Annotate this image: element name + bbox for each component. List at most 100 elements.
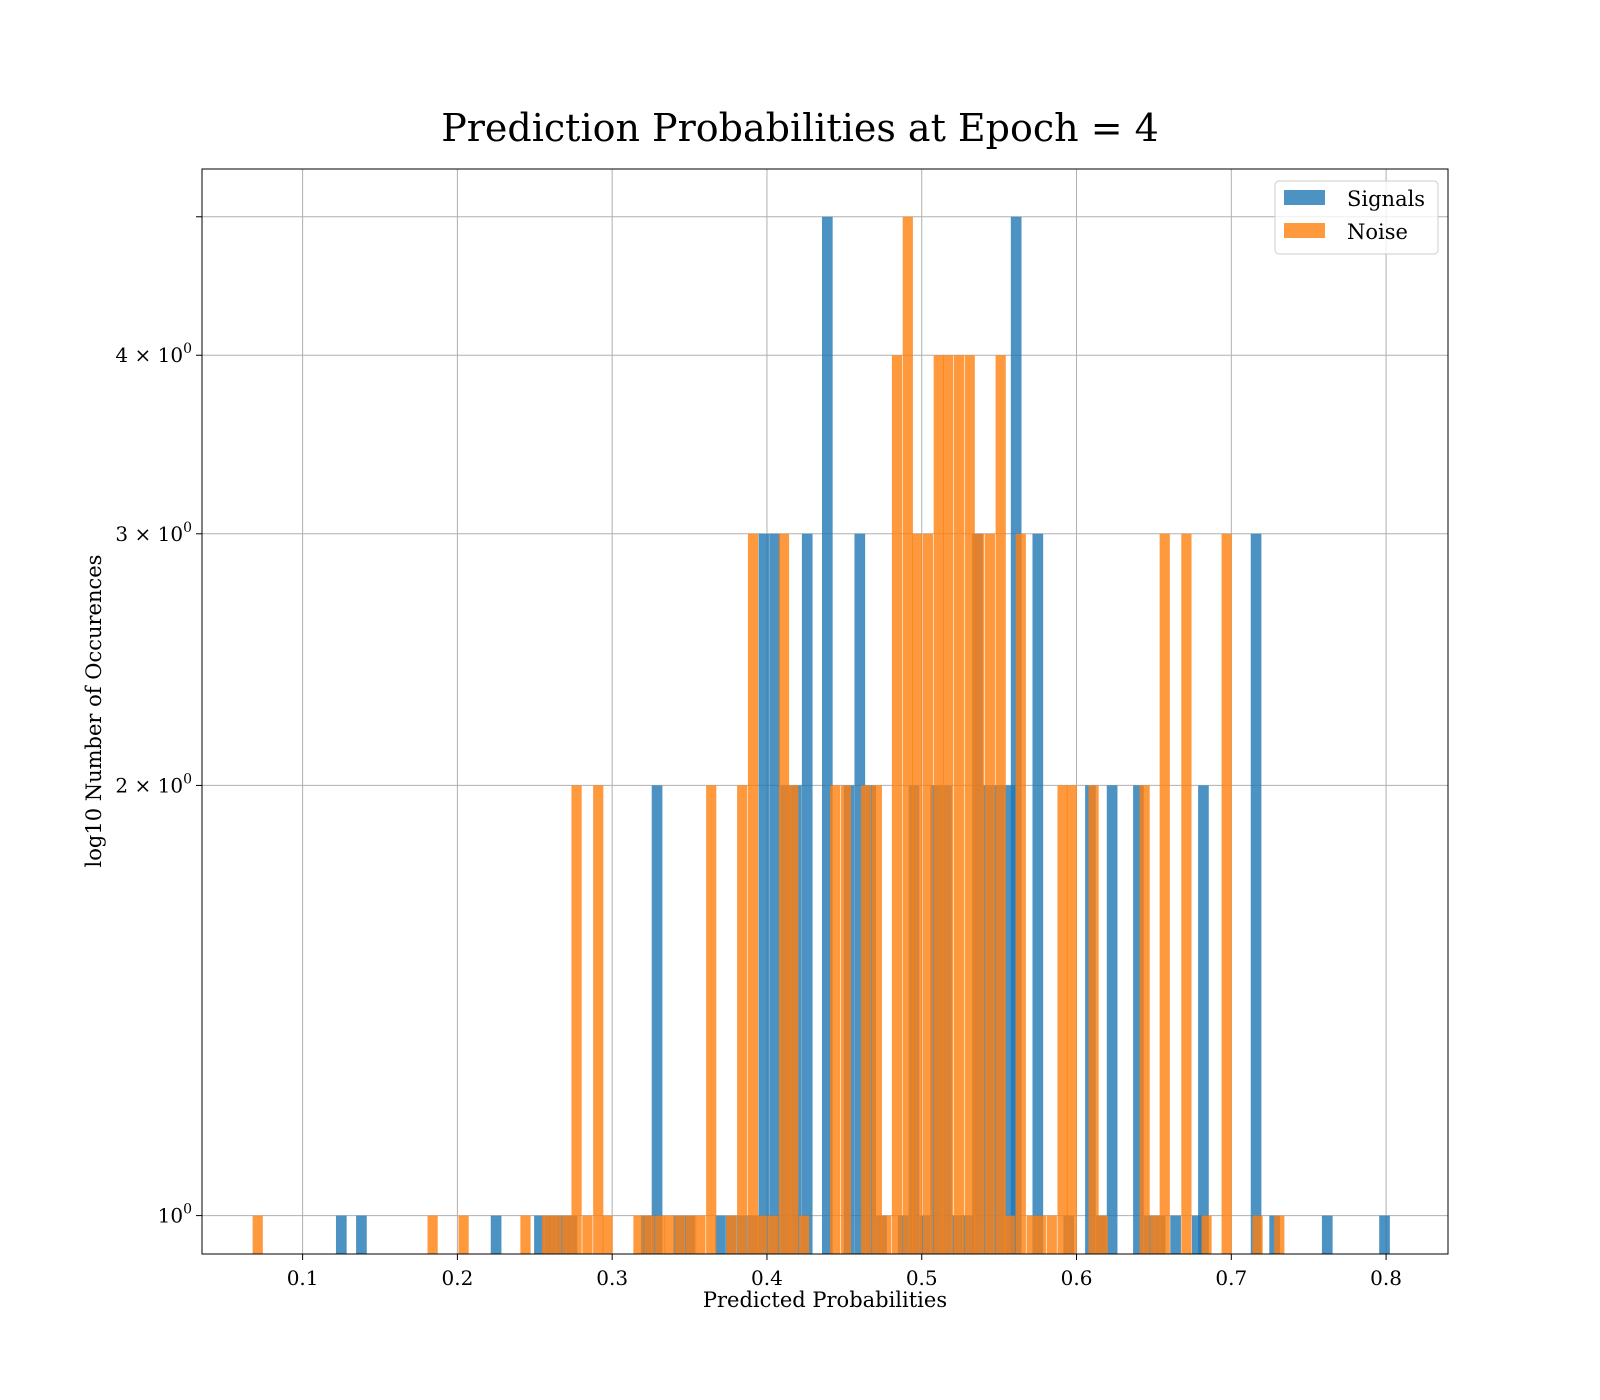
x-axis-label: Predicted Probabilities (703, 1288, 947, 1312)
legend-swatch-noise (1284, 223, 1325, 238)
bar-noise (1066, 785, 1077, 1254)
plot-frame (201, 168, 1449, 1255)
bar-noise (964, 355, 975, 1254)
bar-noise (551, 1215, 562, 1254)
bar-noise (1221, 533, 1232, 1254)
bar-noise (675, 1215, 686, 1254)
legend-label-noise: Noise (1347, 220, 1408, 244)
bar-noise (860, 785, 872, 1254)
bar-noise (891, 355, 903, 1254)
x-tick-label: 0.2 (441, 1266, 473, 1290)
bar-noise (1026, 1215, 1037, 1254)
bar-noise (768, 1215, 779, 1254)
bar-noise (1057, 785, 1068, 1254)
bar-signals (651, 785, 663, 1254)
bar-noise (562, 1215, 573, 1254)
bar-signals (1321, 1215, 1333, 1254)
bar-noise (1097, 1215, 1108, 1254)
bar-noise (571, 785, 582, 1254)
bar-noise (1159, 533, 1170, 1254)
bar-noise (686, 1215, 697, 1254)
bar-signals (1032, 533, 1044, 1254)
x-tick-label: 0.1 (287, 1266, 319, 1290)
bar-signals (758, 533, 770, 1254)
bar-signals (1250, 533, 1262, 1254)
y-tick-label: 100 (158, 1202, 192, 1228)
bar-noise (1252, 1215, 1263, 1254)
bar-noise (1150, 1215, 1161, 1254)
bar-signals (1106, 785, 1118, 1254)
bar-noise (902, 216, 913, 1254)
x-tick-label: 0.8 (1370, 1266, 1402, 1290)
bar-noise (922, 533, 934, 1254)
bar-noise (602, 1215, 613, 1254)
bar-noise (788, 785, 799, 1254)
y-tick-label: 2 × 100 (115, 771, 192, 797)
bar-signals (1170, 1215, 1181, 1254)
bar-signals (490, 1215, 502, 1254)
bar-noise (984, 533, 995, 1254)
bar-signals (534, 1215, 545, 1254)
bar-signals (769, 533, 781, 1254)
bar-noise (1139, 785, 1150, 1254)
bar-noise (871, 785, 882, 1254)
bar-noise (252, 1215, 263, 1254)
legend: Signals Noise (1274, 180, 1439, 255)
noise-series (252, 216, 1285, 1254)
bar-signals (801, 533, 813, 1254)
x-tick-label: 0.3 (596, 1266, 628, 1290)
bar-signals (1198, 785, 1209, 1254)
bar-signals (335, 1215, 347, 1254)
bar-noise (1201, 1215, 1212, 1254)
bar-noise (911, 533, 923, 1254)
bar-signals (1191, 1215, 1203, 1254)
bar-noise (953, 355, 964, 1254)
bar-noise (542, 1215, 553, 1254)
bar-signals (715, 1215, 726, 1254)
bar-noise (942, 355, 954, 1254)
x-tick-label: 0.7 (1215, 1266, 1247, 1290)
bar-noise (695, 1215, 706, 1254)
bar-noise (1088, 785, 1099, 1254)
bar-signals (1133, 785, 1144, 1254)
bar-signals (356, 1215, 367, 1254)
bar-noise (933, 355, 944, 1254)
bar-signals (1004, 785, 1016, 1254)
legend-swatch-signals (1284, 190, 1325, 205)
bar-signals (854, 533, 866, 1254)
chart-title: Prediction Probabilities at Epoch = 4 (441, 106, 1159, 150)
bar-noise (664, 1215, 675, 1254)
bar-noise (726, 1215, 737, 1254)
legend-label-signals: Signals (1347, 187, 1425, 211)
y-tick-label: 4 × 100 (115, 341, 192, 367)
bar-noise (1004, 1215, 1016, 1254)
y-tick-label: 3 × 100 (115, 520, 192, 546)
bar-noise (757, 1215, 768, 1254)
bar-noise (747, 533, 759, 1254)
bar-noise (1015, 533, 1026, 1254)
bar-noise (1274, 1215, 1285, 1254)
bar-noise (644, 1215, 655, 1254)
bar-noise (973, 533, 985, 1254)
bar-noise (829, 785, 841, 1254)
bar-noise (1035, 1215, 1047, 1254)
x-tick-label: 0.6 (1061, 1266, 1093, 1290)
bar-noise (881, 1215, 892, 1254)
bar-noise (840, 785, 852, 1254)
y-axis-label: log10 Number of Occurences (82, 555, 106, 868)
bar-noise (633, 1215, 644, 1254)
bar-noise (995, 355, 1006, 1254)
x-tick-label: 0.4 (751, 1266, 783, 1290)
bar-noise (798, 1215, 810, 1254)
bar-noise (655, 1215, 666, 1254)
bar-noise (1046, 1215, 1057, 1254)
bar-noise (778, 533, 790, 1254)
bar-noise (706, 785, 717, 1254)
bar-noise (520, 1215, 531, 1254)
bar-signals (1379, 1215, 1390, 1254)
y-axis-ticks: 100 2 × 100 3 × 100 4 × 100 (115, 216, 202, 1228)
bar-noise (458, 1215, 469, 1254)
bar-noise (737, 785, 748, 1254)
x-axis-ticks: 0.1 0.2 0.3 0.4 0.5 0.6 0.7 0.8 (287, 1254, 1402, 1290)
